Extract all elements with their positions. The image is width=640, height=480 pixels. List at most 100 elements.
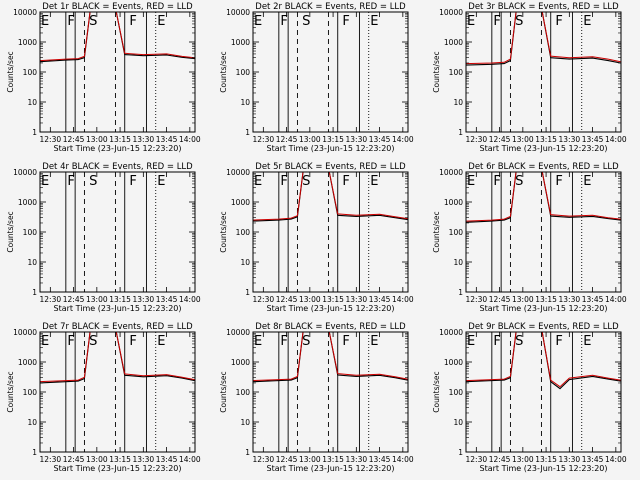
x-tick-label: 12:45 (276, 455, 298, 464)
x-tick-label: 13:00 (299, 295, 321, 304)
x-tick-label: 13:30 (346, 455, 368, 464)
region-label: F (280, 14, 287, 29)
y-tick-label: 1000 (18, 38, 37, 47)
x-tick-label: 13:00 (512, 455, 534, 464)
x-tick-label: 13:00 (299, 455, 321, 464)
region-label: S (89, 14, 97, 29)
x-tick-label: 12:45 (63, 135, 85, 144)
lld-series-line (40, 12, 195, 62)
y-tick-label: 10000 (439, 168, 463, 177)
plot-frame (39, 331, 196, 453)
x-tick-label: 12:30 (466, 295, 488, 304)
y-tick-label: 100 (236, 68, 251, 77)
lld-series-line (466, 172, 621, 222)
region-label: F (493, 174, 500, 189)
panel-title: Det 6r BLACK = Events, RED = LLD (468, 162, 619, 172)
x-tick-label: 12:45 (276, 135, 298, 144)
region-label: E (583, 334, 591, 349)
x-axis-label: Start Time (23-Jun-15 12:23:20) (480, 144, 608, 153)
x-tick-label: 12:45 (489, 455, 511, 464)
x-axis-label: Start Time (23-Jun-15 12:23:20) (54, 464, 182, 473)
x-tick-label: 13:45 (156, 135, 178, 144)
region-label: E (254, 334, 262, 349)
x-tick-label: 13:00 (299, 135, 321, 144)
panel-title: Det 7r BLACK = Events, RED = LLD (42, 322, 193, 332)
events-series-line (253, 332, 408, 383)
region-label: E (370, 14, 378, 29)
y-tick-label: 10 (240, 418, 250, 427)
x-tick-label: 13:45 (582, 295, 604, 304)
x-tick-label: 12:45 (489, 135, 511, 144)
region-label: S (302, 334, 310, 349)
x-tick-label: 12:30 (253, 135, 275, 144)
x-tick-label: 12:45 (63, 455, 85, 464)
panel-title: Det 1r BLACK = Events, RED = LLD (42, 2, 193, 12)
region-label: F (67, 14, 74, 29)
x-tick-label: 12:30 (253, 295, 275, 304)
region-label: E (370, 174, 378, 189)
x-tick-label: 13:30 (133, 135, 155, 144)
y-tick-label: 10 (27, 418, 37, 427)
lld-series-line (466, 12, 621, 65)
y-tick-label: 10000 (226, 168, 250, 177)
region-label: E (254, 174, 262, 189)
x-axis-label: Start Time (23-Jun-15 12:23:20) (267, 304, 395, 313)
x-tick-label: 14:00 (179, 295, 201, 304)
y-tick-label: 10 (453, 98, 463, 107)
x-tick-label: 14:00 (179, 135, 201, 144)
y-tick-label: 10 (27, 98, 37, 107)
region-label: S (302, 14, 310, 29)
y-axis-label: Counts/sec (219, 51, 228, 92)
events-series-line (466, 172, 621, 223)
x-axis-label: Start Time (23-Jun-15 12:23:20) (54, 304, 182, 313)
events-series-line (40, 12, 195, 63)
plot-frame (39, 11, 196, 133)
x-tick-label: 14:00 (179, 455, 201, 464)
y-axis-label: Counts/sec (432, 211, 441, 252)
region-label: S (515, 334, 523, 349)
y-tick-label: 10 (240, 98, 250, 107)
y-tick-label: 10000 (13, 8, 37, 17)
events-series-line (466, 12, 621, 66)
y-axis-label: Counts/sec (219, 211, 228, 252)
y-tick-label: 100 (236, 388, 251, 397)
y-tick-label: 1 (245, 128, 250, 137)
y-tick-label: 1 (245, 288, 250, 297)
region-label: F (342, 334, 349, 349)
y-axis-label: Counts/sec (6, 371, 15, 412)
region-label: F (129, 174, 136, 189)
y-tick-label: 100 (23, 388, 38, 397)
y-axis-label: Counts/sec (6, 211, 15, 252)
x-tick-label: 13:15 (109, 135, 131, 144)
x-tick-label: 13:45 (369, 135, 391, 144)
y-axis-label: Counts/sec (219, 371, 228, 412)
y-tick-label: 1 (32, 448, 37, 457)
x-tick-label: 12:30 (40, 135, 62, 144)
x-tick-label: 13:45 (369, 295, 391, 304)
region-label: F (342, 174, 349, 189)
plot-frame (465, 171, 622, 293)
x-tick-label: 13:45 (156, 455, 178, 464)
plot-frame (252, 11, 409, 133)
x-tick-label: 14:00 (392, 295, 414, 304)
x-tick-label: 12:45 (63, 295, 85, 304)
region-label: F (280, 174, 287, 189)
x-axis-label: Start Time (23-Jun-15 12:23:20) (480, 464, 608, 473)
region-label: E (157, 334, 165, 349)
region-label: F (67, 334, 74, 349)
y-tick-label: 10000 (439, 8, 463, 17)
x-tick-label: 13:15 (322, 135, 344, 144)
y-axis-label: Counts/sec (432, 51, 441, 92)
region-label: E (583, 14, 591, 29)
y-tick-label: 1 (458, 448, 463, 457)
y-tick-label: 100 (236, 228, 251, 237)
y-tick-label: 10000 (13, 168, 37, 177)
region-label: S (302, 174, 310, 189)
region-label: E (583, 174, 591, 189)
y-tick-label: 1 (458, 288, 463, 297)
y-tick-label: 1 (458, 128, 463, 137)
